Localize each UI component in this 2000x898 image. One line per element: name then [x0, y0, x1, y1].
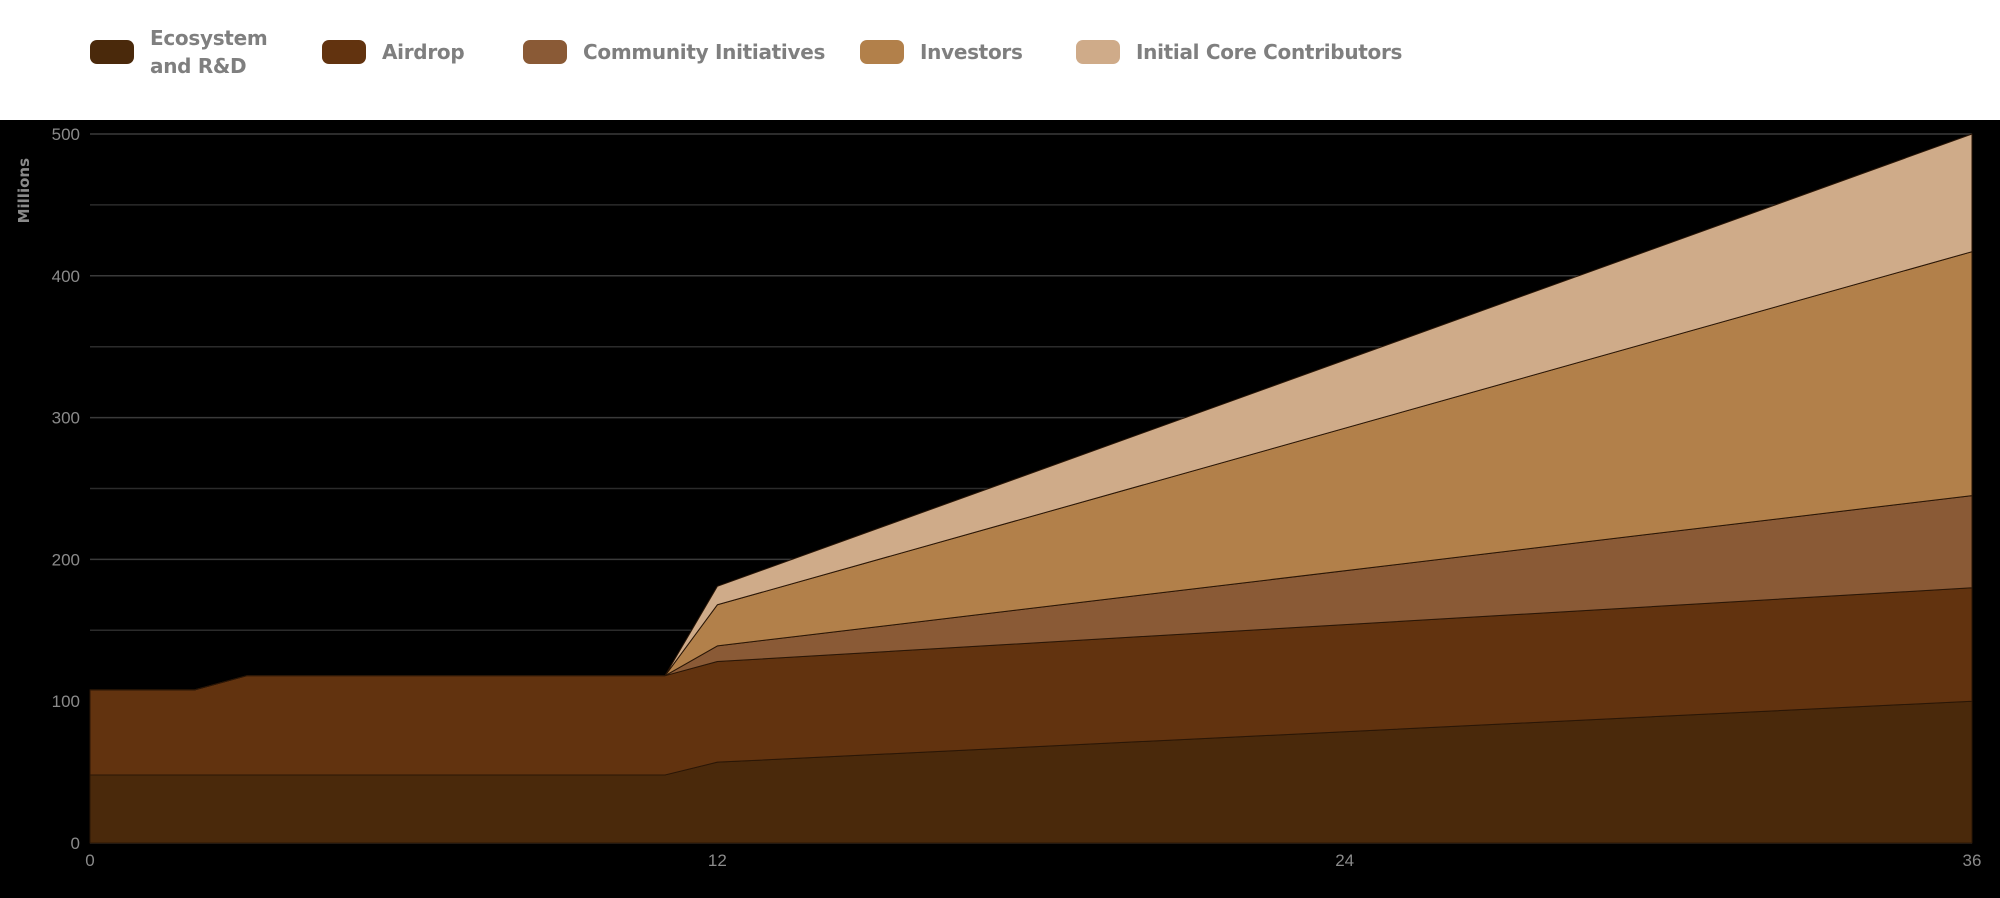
- y-tick-label: 400: [52, 267, 80, 286]
- y-axis-label: Millions: [15, 158, 33, 223]
- chart-legend: Ecosystem and R&D Airdrop Community Initi…: [0, 0, 2000, 120]
- legend-label-airdrop: Airdrop: [382, 40, 465, 64]
- legend-item-community[interactable]: Community Initiatives: [523, 22, 825, 82]
- legend-swatch-airdrop: [322, 40, 366, 64]
- legend-label-ecosystem-line1: Ecosystem: [150, 26, 268, 50]
- x-tick-label: 24: [1335, 851, 1354, 870]
- y-tick-label: 500: [52, 125, 80, 144]
- axes: 0 100 200 300 400 500 0 12 24 36: [52, 125, 1982, 870]
- legend-swatch-community: [523, 40, 567, 64]
- legend-item-investors[interactable]: Investors: [860, 22, 1023, 82]
- legend-swatch-investors: [860, 40, 904, 64]
- area-series-initial-core-contributors: [89, 133, 1973, 691]
- legend-swatch-core-contributors: [1076, 40, 1120, 64]
- y-tick-label: 100: [52, 692, 80, 711]
- legend-item-core-contributors[interactable]: Initial Core Contributors: [1076, 22, 1402, 82]
- legend-label-investors: Investors: [920, 40, 1023, 64]
- legend-label-ecosystem-line2: and R&D: [150, 54, 247, 78]
- area-series: [89, 133, 1973, 844]
- legend-label-ecosystem: Ecosystem and R&D: [150, 24, 268, 80]
- y-tick-label: 200: [52, 550, 80, 569]
- y-tick-label: 300: [52, 409, 80, 428]
- legend-label-core-contributors: Initial Core Contributors: [1136, 40, 1403, 64]
- x-tick-label: 0: [85, 851, 94, 870]
- x-tick-label: 36: [1963, 851, 1982, 870]
- legend-item-airdrop[interactable]: Airdrop: [322, 22, 465, 82]
- y-tick-label: 0: [71, 834, 80, 853]
- legend-label-community: Community Initiatives: [583, 40, 826, 64]
- chart-area: 0 100 200 300 400 500 0 12 24 36 Millions: [0, 120, 2000, 898]
- x-tick-label: 12: [708, 851, 727, 870]
- legend-swatch-ecosystem: [90, 40, 134, 64]
- stacked-area-chart: 0 100 200 300 400 500 0 12 24 36 Millions: [15, 125, 1982, 870]
- legend-item-ecosystem[interactable]: Ecosystem and R&D: [90, 22, 268, 82]
